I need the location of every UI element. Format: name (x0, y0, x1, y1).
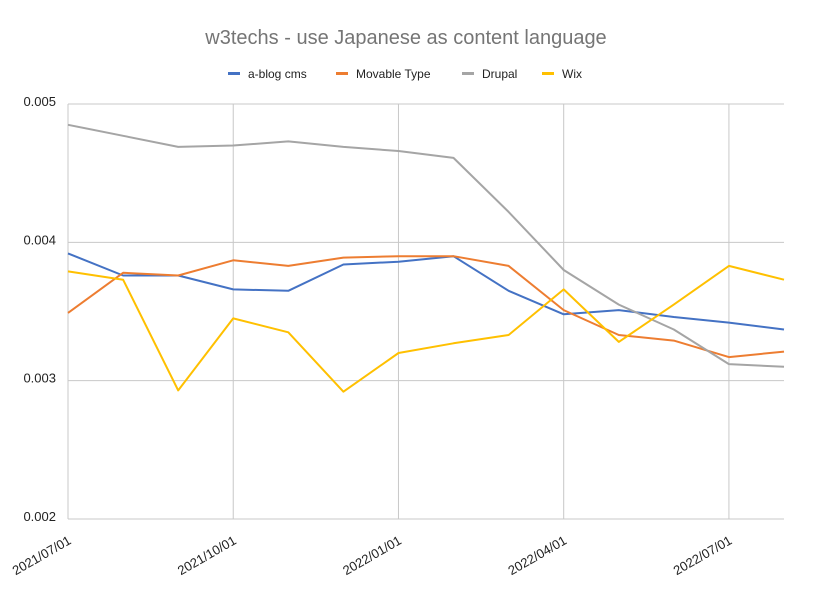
chart-title: w3techs - use Japanese as content langua… (204, 27, 606, 49)
legend-swatch (228, 72, 240, 75)
x-tick-label: 2021/10/01 (175, 533, 239, 579)
legend-label: Drupal (482, 67, 517, 81)
y-tick-label: 0.003 (23, 371, 56, 386)
legend-swatch (462, 72, 474, 75)
y-axis: 0.002 0.003 0.004 0.005 (23, 94, 56, 524)
legend: a-blog cms Movable Type Drupal Wix (228, 67, 582, 81)
gridlines (67, 103, 784, 520)
series-line-a-blog-cms (67, 252, 785, 331)
x-tick-label: 2022/04/01 (505, 533, 569, 579)
series-line-drupal (67, 123, 785, 368)
x-axis: 2021/07/01 2021/10/01 2022/01/01 2022/04/01… (10, 533, 735, 579)
legend-label: a-blog cms (248, 67, 307, 81)
series-line-wix (67, 264, 785, 393)
legend-label: Movable Type (356, 67, 431, 81)
y-tick-label: 0.005 (23, 94, 56, 109)
y-tick-label: 0.004 (23, 232, 56, 247)
legend-swatch (336, 72, 348, 75)
y-tick-label: 0.002 (23, 509, 56, 524)
legend-label: Wix (562, 67, 582, 81)
series-line-movable-type (67, 255, 785, 359)
x-tick-label: 2022/01/01 (340, 533, 404, 579)
x-tick-label: 2021/07/01 (10, 533, 74, 579)
x-tick-label: 2022/07/01 (671, 533, 735, 579)
series-lines (67, 123, 785, 393)
legend-swatch (542, 72, 554, 75)
